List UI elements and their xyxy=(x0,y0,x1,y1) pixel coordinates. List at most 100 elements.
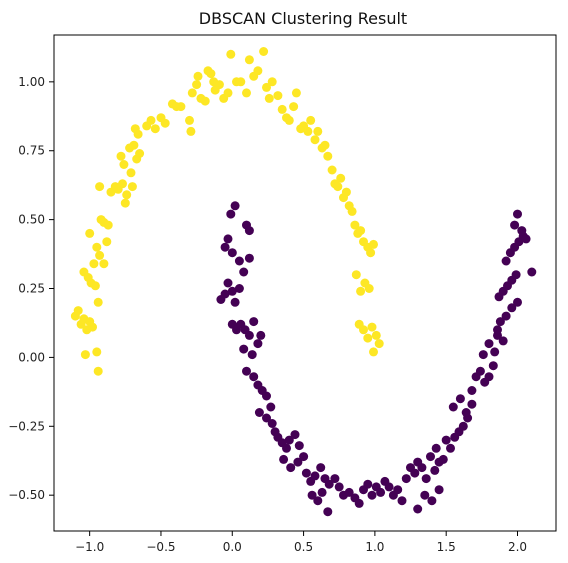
data-point xyxy=(490,347,500,357)
data-point xyxy=(102,237,112,247)
x-tick-label: 0.5 xyxy=(294,540,313,554)
data-point xyxy=(242,88,251,98)
data-point xyxy=(427,496,437,506)
data-point xyxy=(313,126,323,136)
data-point xyxy=(294,441,304,451)
data-point xyxy=(364,284,374,293)
data-point xyxy=(89,259,99,269)
data-point xyxy=(176,102,186,112)
data-point xyxy=(186,126,196,136)
data-point xyxy=(507,303,517,313)
data-point xyxy=(510,220,520,230)
data-point xyxy=(95,250,105,260)
data-point xyxy=(467,386,477,395)
data-point xyxy=(430,465,440,475)
data-point xyxy=(230,297,240,307)
data-point xyxy=(397,496,407,506)
data-point xyxy=(242,366,251,376)
x-tick-label: 1.5 xyxy=(437,540,456,554)
data-point xyxy=(455,394,465,404)
data-point xyxy=(291,88,301,98)
data-point xyxy=(227,248,237,258)
plot-frame xyxy=(53,34,557,532)
data-point xyxy=(160,118,170,128)
data-point xyxy=(249,372,259,382)
data-point xyxy=(88,322,97,332)
data-point xyxy=(284,435,294,445)
x-tick-label: 1.0 xyxy=(365,540,384,554)
data-point xyxy=(446,443,455,453)
data-point xyxy=(146,115,156,125)
data-point xyxy=(253,66,263,76)
data-point xyxy=(421,474,431,484)
data-point xyxy=(253,339,263,349)
data-point xyxy=(230,201,240,211)
data-point xyxy=(193,71,203,81)
data-point xyxy=(127,182,137,192)
data-point xyxy=(351,270,361,280)
data-point xyxy=(488,361,498,371)
data-point xyxy=(356,286,366,296)
data-point xyxy=(129,140,139,150)
data-point xyxy=(223,88,233,98)
x-tick-label: −1.0 xyxy=(75,540,104,554)
data-point xyxy=(475,366,485,376)
data-point xyxy=(316,463,326,473)
data-point xyxy=(289,102,299,112)
data-point xyxy=(192,80,202,90)
data-point xyxy=(323,507,333,517)
data-point xyxy=(484,372,494,382)
data-point xyxy=(363,333,373,343)
data-point xyxy=(187,88,197,98)
data-point xyxy=(80,350,90,360)
data-point xyxy=(99,259,109,269)
data-point xyxy=(426,452,435,462)
chart-title: DBSCAN Clustering Result xyxy=(199,9,407,28)
data-point xyxy=(133,129,143,139)
data-point xyxy=(376,487,386,497)
data-point xyxy=(244,226,254,236)
data-point xyxy=(254,408,264,417)
x-tick-label: 2.0 xyxy=(508,540,527,554)
data-point xyxy=(226,209,236,219)
data-point xyxy=(306,115,316,125)
data-point xyxy=(90,281,100,291)
data-point xyxy=(303,126,313,136)
y-tick-label: 1.00 xyxy=(18,75,45,89)
data-point xyxy=(438,454,448,464)
data-point xyxy=(236,77,246,87)
data-point xyxy=(299,452,309,462)
data-point xyxy=(214,80,224,90)
data-point xyxy=(247,350,257,360)
data-point xyxy=(350,220,360,230)
data-point xyxy=(344,487,354,497)
data-point xyxy=(95,182,105,192)
data-point xyxy=(448,402,458,412)
data-point xyxy=(282,443,291,453)
axes-layer: −1.0 −0.5 0.0 0.5 1.0 1.5 2.0 −0.50 −0.25 0.00 0.2… xyxy=(8,34,557,554)
data-point xyxy=(513,209,522,219)
data-point xyxy=(244,253,254,263)
data-point xyxy=(310,471,320,481)
data-point xyxy=(220,289,230,299)
y-tick-label: 0.00 xyxy=(18,350,45,364)
data-point xyxy=(369,347,378,357)
data-point xyxy=(527,267,537,277)
data-point xyxy=(467,399,477,409)
data-point xyxy=(249,317,259,327)
data-point xyxy=(334,482,344,492)
data-point xyxy=(239,344,249,354)
data-point xyxy=(234,256,244,266)
data-point xyxy=(200,96,210,106)
data-point xyxy=(256,330,266,340)
data-point xyxy=(120,198,130,208)
data-point xyxy=(116,151,126,161)
data-point xyxy=(85,228,95,238)
data-point xyxy=(307,490,317,500)
data-point xyxy=(73,306,83,316)
data-point xyxy=(410,468,420,478)
data-point xyxy=(384,482,394,492)
data-point xyxy=(501,256,511,266)
data-point xyxy=(244,330,254,340)
data-point xyxy=(93,366,103,376)
